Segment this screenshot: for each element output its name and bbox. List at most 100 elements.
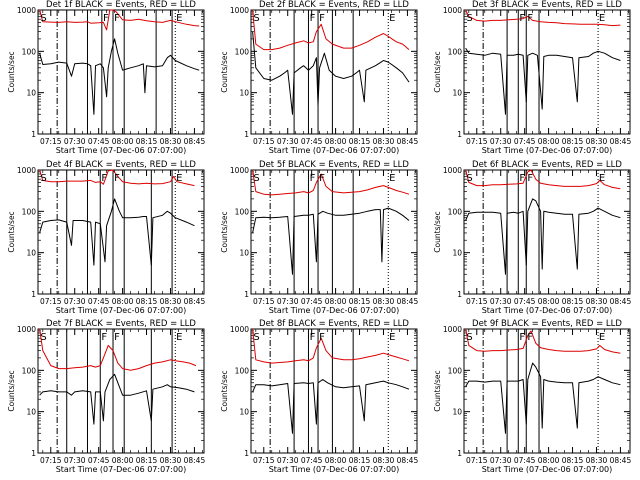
x-tick-label: 07:30 bbox=[277, 456, 299, 465]
lld-series-line bbox=[39, 9, 200, 31]
x-tick-label: 08:30 bbox=[586, 297, 608, 306]
x-tick-label: 08:45 bbox=[397, 456, 419, 465]
chart-title: Det 4f BLACK = Events, RED = LLD bbox=[46, 160, 196, 170]
x-tick-label: 07:45 bbox=[514, 456, 536, 465]
x-tick-label: 07:45 bbox=[88, 137, 110, 146]
marker-label-f: F bbox=[101, 173, 107, 184]
chart-title: Det 5f BLACK = Events, RED = LLD bbox=[259, 160, 409, 170]
y-tick-label: 1 bbox=[457, 290, 462, 299]
x-tick-label: 07:15 bbox=[253, 137, 275, 146]
y-tick-label: 10 bbox=[452, 89, 462, 98]
marker-label-f: F bbox=[519, 332, 525, 343]
chart-title: Det 7f BLACK = Events, RED = LLD bbox=[46, 319, 196, 329]
x-axis-label: Start Time (07-Dec-06 07:07:00) bbox=[269, 306, 400, 315]
chart-panel: Det 3f BLACK = Events, RED = LLD 1 10 100 10… bbox=[433, 0, 631, 155]
x-axis-label: Start Time (07-Dec-06 07:07:00) bbox=[269, 146, 400, 155]
chart-title: Det 1f BLACK = Events, RED = LLD bbox=[46, 0, 196, 10]
chart-title: Det 6f BLACK = Events, RED = LLD bbox=[472, 160, 622, 170]
y-tick-label: 1 bbox=[31, 449, 36, 458]
marker-label-f: F bbox=[319, 173, 325, 184]
x-tick-label: 07:15 bbox=[253, 297, 275, 306]
y-tick-label: 1 bbox=[457, 130, 462, 139]
plot-frame bbox=[37, 9, 205, 135]
x-tick-label: 08:30 bbox=[373, 297, 395, 306]
y-axis-label: Counts/sec bbox=[433, 370, 442, 411]
x-tick-label: 08:45 bbox=[397, 137, 419, 146]
y-tick-label: 1 bbox=[244, 449, 249, 458]
lld-series-line bbox=[465, 169, 621, 190]
marker-label-f: F bbox=[103, 13, 109, 24]
x-tick-label: 08:45 bbox=[184, 137, 206, 146]
x-tick-label: 08:15 bbox=[136, 137, 158, 146]
x-tick-label: 08:00 bbox=[112, 137, 134, 146]
y-tick-label: 10 bbox=[239, 408, 249, 417]
x-tick-label: 07:15 bbox=[466, 137, 488, 146]
plot-frame bbox=[37, 328, 205, 454]
chart-panel: Det 6f BLACK = Events, RED = LLD 1 10 100 10… bbox=[433, 160, 631, 315]
x-tick-label: 07:45 bbox=[301, 456, 323, 465]
marker-label-f: F bbox=[519, 13, 525, 24]
marker-label-e: E bbox=[599, 13, 605, 24]
x-tick-label: 08:00 bbox=[112, 297, 134, 306]
marker-label-f: F bbox=[527, 332, 533, 343]
y-tick-label: 100 bbox=[235, 47, 250, 56]
plot-frame bbox=[463, 9, 631, 135]
chart-panel: Det 2f BLACK = Events, RED = LLD 1 10 100 10… bbox=[220, 0, 418, 155]
x-tick-label: 08:45 bbox=[397, 297, 419, 306]
y-tick-label: 1000 bbox=[17, 166, 36, 175]
events-series-line bbox=[39, 198, 195, 266]
x-tick-label: 08:30 bbox=[586, 137, 608, 146]
y-tick-label: 10 bbox=[452, 408, 462, 417]
y-tick-label: 1000 bbox=[443, 166, 462, 175]
marker-label-e: E bbox=[176, 332, 182, 343]
x-tick-label: 07:15 bbox=[466, 297, 488, 306]
marker-label-f: F bbox=[310, 332, 316, 343]
x-tick-label: 07:30 bbox=[277, 297, 299, 306]
chart-panel: Det 5f BLACK = Events, RED = LLD 1 10 100 10… bbox=[220, 160, 418, 315]
y-tick-label: 100 bbox=[22, 366, 37, 375]
lld-series-line bbox=[465, 328, 621, 354]
y-tick-label: 1000 bbox=[17, 6, 36, 15]
x-tick-label: 08:00 bbox=[325, 297, 347, 306]
y-tick-label: 100 bbox=[22, 47, 37, 56]
x-tick-label: 07:30 bbox=[64, 297, 86, 306]
events-series-line bbox=[252, 379, 410, 434]
chart-title: Det 2f BLACK = Events, RED = LLD bbox=[259, 0, 409, 10]
x-tick-label: 08:00 bbox=[538, 137, 560, 146]
x-tick-label: 08:15 bbox=[136, 456, 158, 465]
y-tick-label: 100 bbox=[448, 366, 463, 375]
marker-label-s: S bbox=[40, 13, 46, 24]
marker-label-e: E bbox=[599, 173, 605, 184]
marker-label-s: S bbox=[40, 332, 46, 343]
x-tick-label: 08:45 bbox=[184, 297, 206, 306]
y-axis-label: Counts/sec bbox=[433, 51, 442, 92]
x-axis-label: Start Time (07-Dec-06 07:07:00) bbox=[56, 146, 187, 155]
x-tick-label: 08:00 bbox=[538, 456, 560, 465]
marker-label-e: E bbox=[176, 13, 182, 24]
x-tick-label: 08:45 bbox=[184, 456, 206, 465]
y-tick-label: 100 bbox=[448, 207, 463, 216]
lld-series-line bbox=[39, 169, 195, 187]
lld-series-line bbox=[252, 328, 410, 364]
y-tick-label: 1000 bbox=[17, 325, 36, 334]
x-tick-label: 07:30 bbox=[64, 137, 86, 146]
marker-label-f: F bbox=[114, 13, 120, 24]
plot-frame bbox=[463, 169, 631, 295]
marker-label-f: F bbox=[527, 173, 533, 184]
marker-label-e: E bbox=[389, 13, 395, 24]
x-axis-label: Start Time (07-Dec-06 07:07:00) bbox=[56, 306, 187, 315]
x-tick-label: 08:30 bbox=[586, 456, 608, 465]
y-tick-label: 10 bbox=[26, 408, 36, 417]
marker-label-e: E bbox=[176, 173, 182, 184]
x-tick-label: 08:15 bbox=[562, 297, 584, 306]
chart-title: Det 9f BLACK = Events, RED = LLD bbox=[472, 319, 622, 329]
x-tick-label: 07:15 bbox=[466, 456, 488, 465]
marker-label-f: F bbox=[519, 173, 525, 184]
x-axis-label: Start Time (07-Dec-06 07:07:00) bbox=[482, 306, 613, 315]
y-axis-label: Counts/sec bbox=[220, 211, 229, 252]
y-axis-label: Counts/sec bbox=[433, 211, 442, 252]
x-tick-label: 08:15 bbox=[349, 137, 371, 146]
events-series-line bbox=[39, 38, 200, 115]
x-tick-label: 07:45 bbox=[514, 137, 536, 146]
